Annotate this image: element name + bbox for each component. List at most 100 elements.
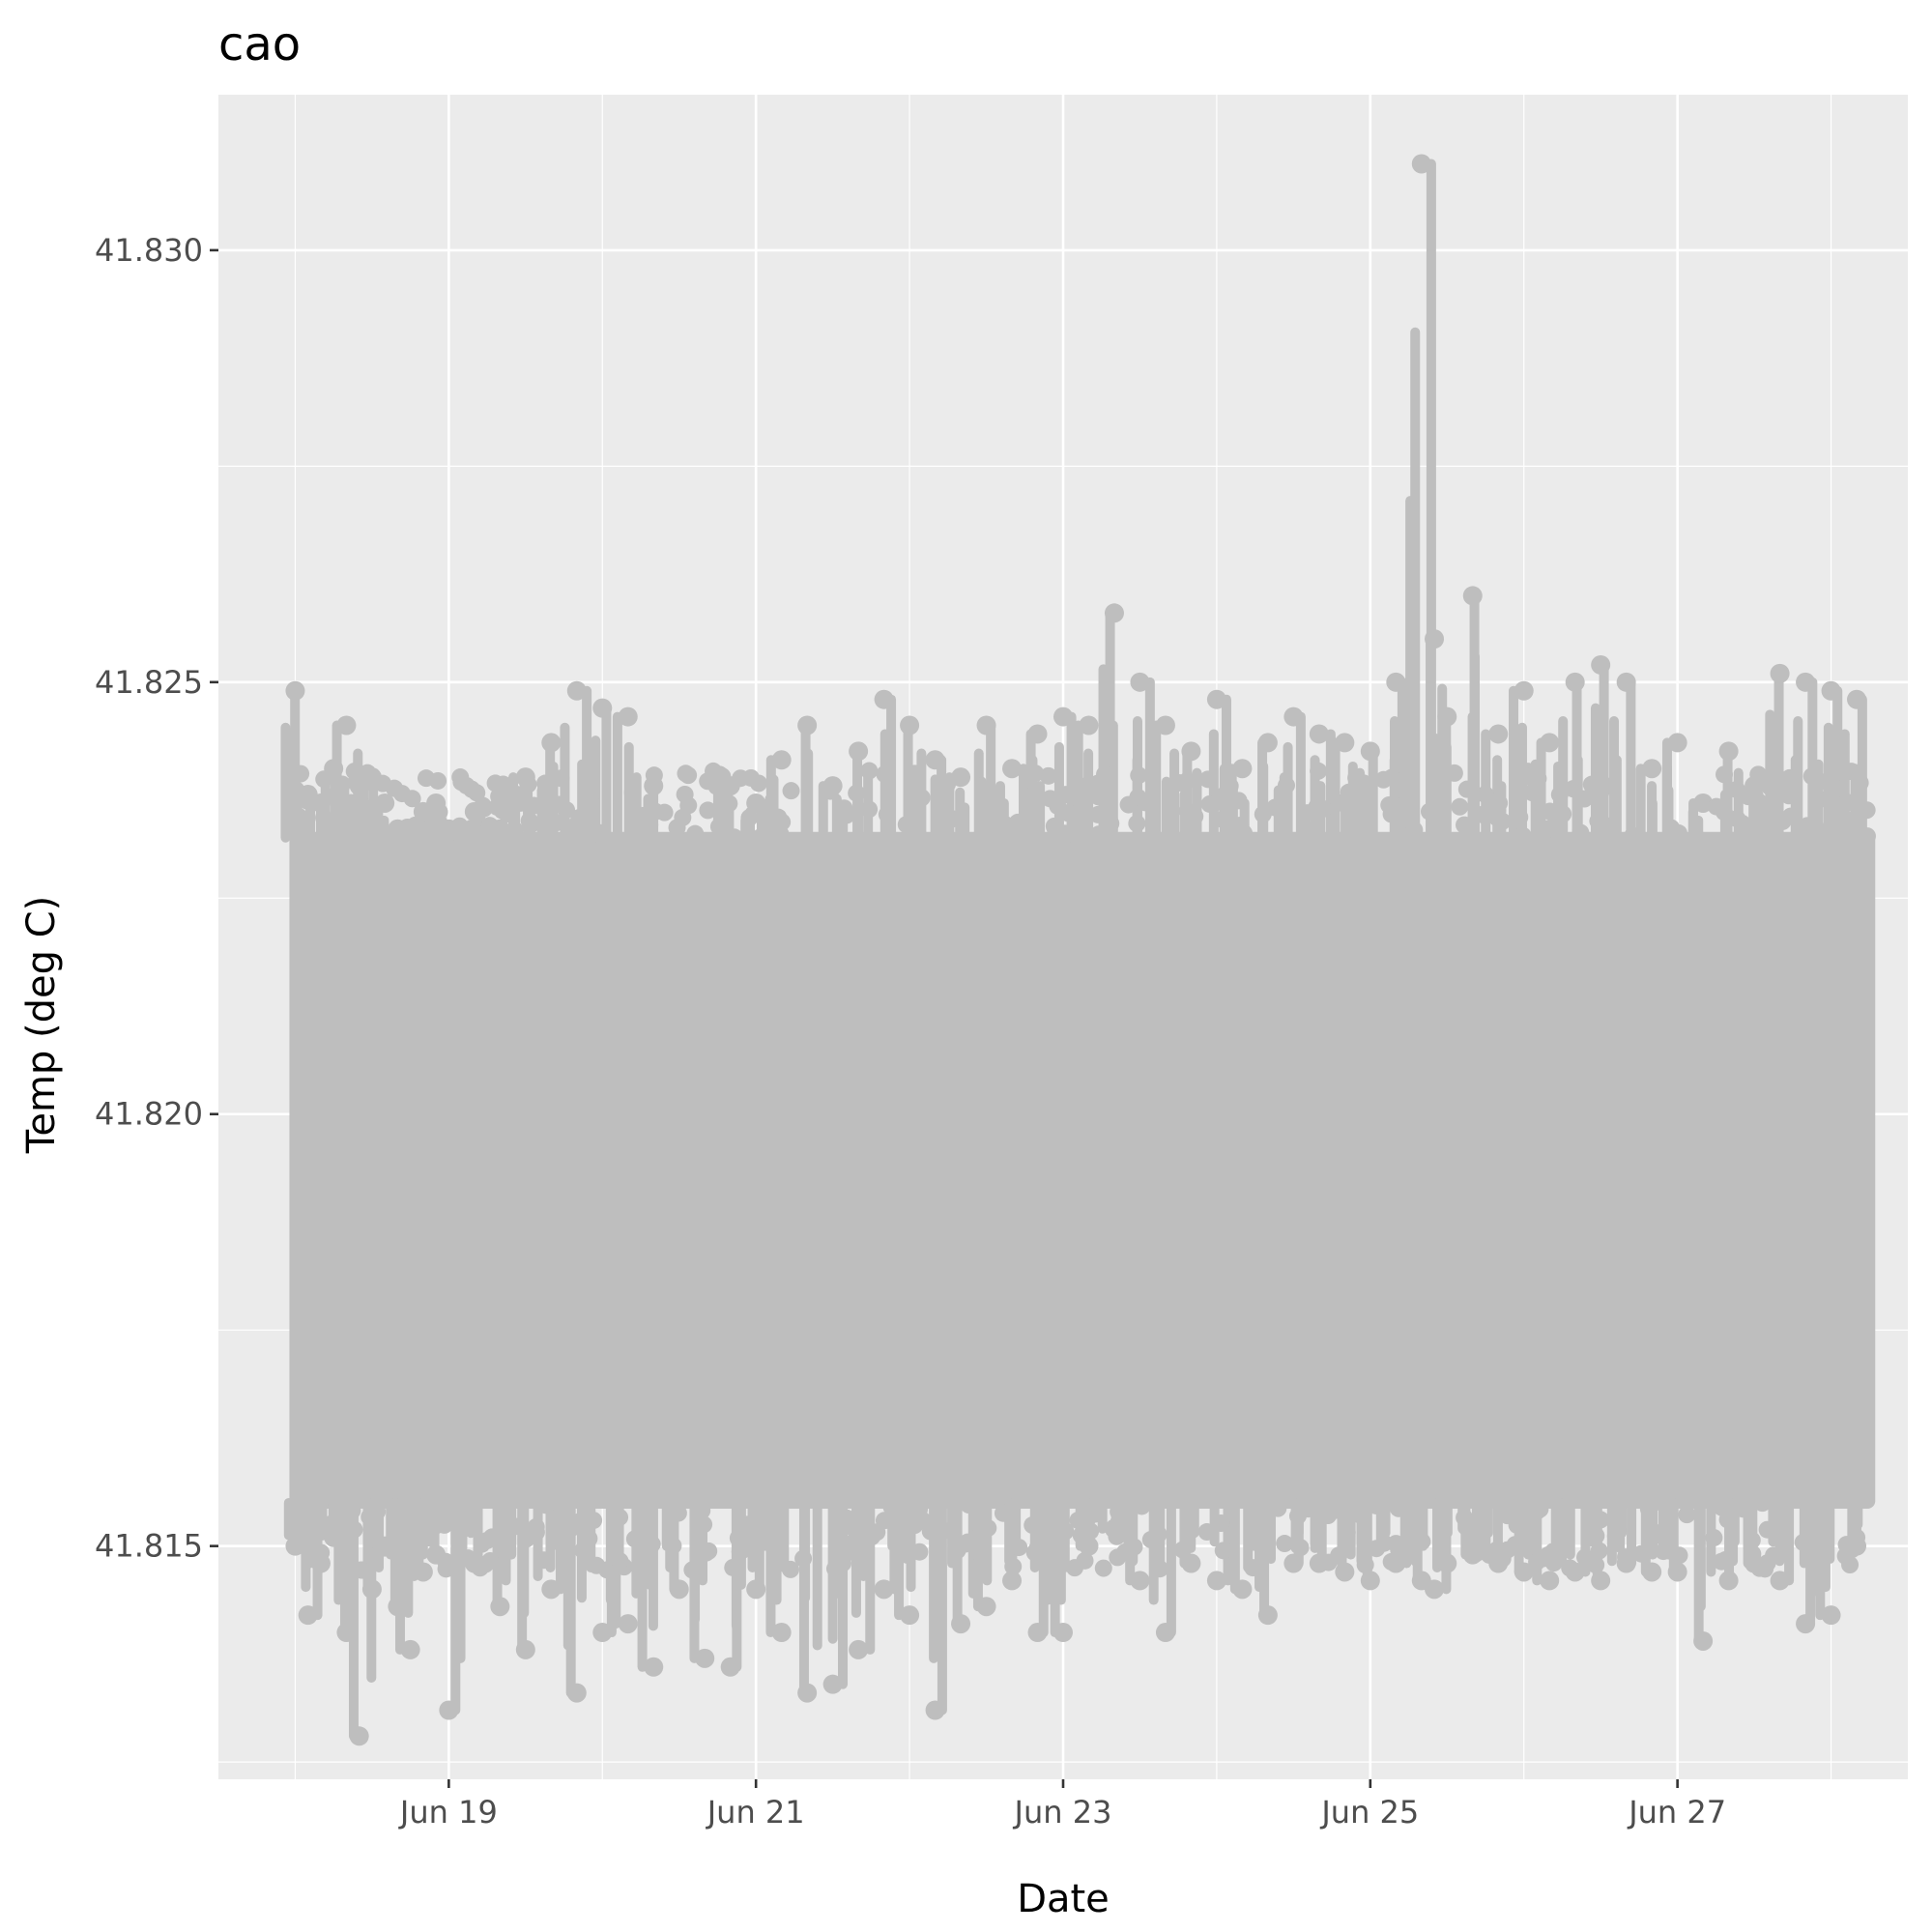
data-point-max (771, 750, 792, 770)
data-point (521, 816, 539, 834)
data-point (345, 1520, 363, 1539)
data-point (1678, 1506, 1696, 1524)
data-point (333, 775, 352, 793)
data-point (1773, 812, 1792, 830)
data-point (1514, 826, 1532, 845)
data-point-max (1565, 672, 1585, 692)
data-points (280, 154, 1876, 1746)
data-point-min (925, 1700, 945, 1720)
data-point (1178, 771, 1197, 790)
data-point (1405, 821, 1424, 839)
data-point-min (695, 1648, 715, 1668)
data-point (1024, 1516, 1042, 1535)
data-point-min (746, 1579, 766, 1600)
data-point (299, 792, 317, 810)
data-point (570, 809, 589, 827)
data-point (312, 1543, 331, 1562)
data-point-max (1130, 672, 1150, 692)
data-point (655, 803, 674, 822)
data-point (1130, 766, 1148, 785)
data-point-max (1002, 759, 1023, 779)
data-point (1523, 784, 1542, 802)
data-point (368, 1503, 387, 1521)
data-point (1291, 1539, 1310, 1557)
data-point (437, 1552, 455, 1571)
data-point (1464, 1533, 1483, 1551)
data-point-max (592, 698, 613, 718)
data-point (552, 769, 570, 788)
data-point-max (925, 750, 945, 770)
data-point (1398, 779, 1416, 797)
data-point-max (1257, 733, 1278, 753)
x-tick-label: Jun 19 (398, 1794, 498, 1831)
data-point (1802, 767, 1821, 786)
data-point (1122, 1493, 1140, 1512)
data-point (709, 818, 728, 836)
data-point (999, 818, 1018, 836)
data-point-min (400, 1639, 420, 1659)
data-point (348, 772, 366, 791)
data-point-max (1718, 741, 1739, 762)
data-point (1040, 1517, 1058, 1536)
data-point (976, 801, 995, 820)
data-point (1531, 1500, 1549, 1518)
data-point (860, 762, 879, 780)
data-point (1669, 824, 1687, 843)
x-tick-label: Jun 23 (1013, 1794, 1112, 1831)
data-point (1556, 1510, 1574, 1528)
data-point (1810, 1509, 1829, 1527)
data-point (664, 1537, 682, 1555)
data-point (322, 1523, 340, 1542)
data-point (1542, 819, 1560, 837)
data-point (729, 1529, 747, 1547)
data-point (287, 781, 305, 799)
data-point-max (746, 793, 766, 813)
data-point (1716, 765, 1734, 784)
data-point (1541, 802, 1559, 821)
data-point (459, 1549, 477, 1568)
data-point (519, 775, 537, 793)
data-point (679, 766, 698, 785)
data-point (392, 785, 411, 803)
data-point-max (1360, 741, 1380, 762)
data-point (574, 1542, 592, 1560)
data-point (429, 771, 447, 790)
data-point (676, 785, 694, 803)
data-point (1076, 1551, 1094, 1570)
chart-title: cao (218, 17, 301, 72)
data-point-max (797, 715, 818, 735)
y-axis: 41.815 41.820 41.825 41.830 (95, 232, 218, 1565)
data-point (376, 1539, 394, 1557)
data-point (1116, 1543, 1135, 1561)
data-point-min (822, 1674, 843, 1694)
data-point-min (1770, 1571, 1790, 1591)
data-point (740, 809, 759, 827)
data-point (1508, 1515, 1526, 1534)
data-point (1428, 800, 1447, 819)
data-point (1617, 1548, 1635, 1567)
data-point (511, 793, 530, 812)
data-point (1606, 1527, 1625, 1545)
data-point (558, 1496, 576, 1514)
data-point (1587, 1527, 1605, 1545)
data-point-min (669, 1579, 689, 1600)
data-point (1197, 1523, 1216, 1542)
data-point-min (515, 1639, 535, 1659)
data-point (527, 1517, 545, 1536)
data-point (1330, 1546, 1348, 1565)
data-point-max (375, 793, 395, 813)
data-point-max (1437, 706, 1457, 727)
data-point-min (951, 1614, 971, 1634)
data-point-max (618, 706, 638, 727)
data-point (751, 828, 769, 847)
data-point (1058, 804, 1077, 822)
data-point (310, 1495, 329, 1514)
data-point (625, 1530, 644, 1548)
data-point-max (566, 680, 587, 701)
data-point-min (1232, 1579, 1253, 1600)
data-point (536, 1496, 555, 1514)
data-point-max (1079, 715, 1099, 735)
data-point (1038, 1533, 1056, 1551)
data-point (1716, 1551, 1735, 1570)
data-point-max (1411, 154, 1431, 174)
